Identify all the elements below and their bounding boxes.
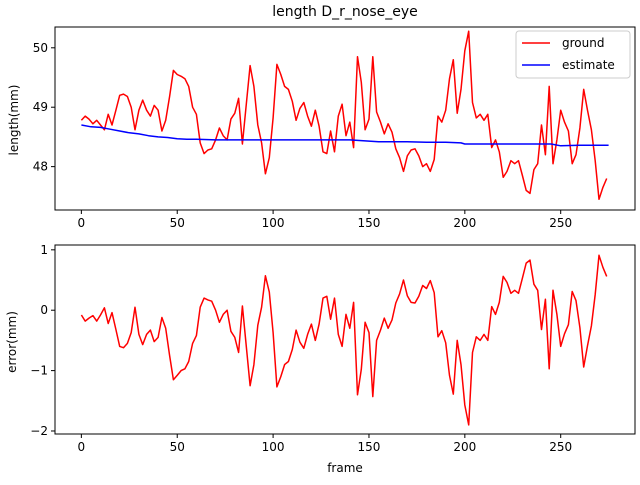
bottom-chart-ylabel: error(mm) — [5, 311, 19, 373]
bottom-ytick-label: −2 — [30, 424, 48, 438]
bottom-ytick-label: −1 — [30, 364, 48, 378]
top-xtick-label: 200 — [453, 216, 476, 230]
top-ytick-label: 48 — [33, 160, 48, 174]
top-xtick-label: 150 — [358, 216, 381, 230]
bottom-series-error-line — [80, 254, 608, 426]
top-xtick-label: 50 — [170, 216, 185, 230]
top-xtick-label: 250 — [549, 216, 572, 230]
legend-ground-label: ground — [562, 36, 604, 50]
top-chart-legend: ground estimate — [515, 30, 631, 79]
top-chart-frame — [54, 26, 636, 211]
bottom-chart-xlabel: frame — [327, 461, 363, 475]
legend-estimate-label: estimate — [562, 58, 615, 72]
bottom-xtick-label: 50 — [170, 440, 185, 454]
bottom-chart: error(mm) frame 0 50 100 150 200 250 −2 −1 0 1 — [5, 243, 636, 475]
top-chart-ylabel: length(mm) — [7, 85, 21, 156]
top-ytick-label: 49 — [33, 100, 48, 114]
bottom-xtick-label: 0 — [78, 440, 86, 454]
bottom-xtick-label: 100 — [262, 440, 285, 454]
bottom-chart-frame — [54, 244, 636, 435]
bottom-xtick-label: 200 — [453, 440, 476, 454]
bottom-ytick-label: 1 — [40, 243, 48, 257]
top-ytick-label: 50 — [33, 41, 48, 55]
bottom-ytick-label: 0 — [40, 303, 48, 317]
bottom-xtick-label: 250 — [549, 440, 572, 454]
top-chart-title: length D_r_nose_eye — [272, 4, 417, 20]
top-series-ground-line — [80, 30, 608, 201]
top-xtick-label: 100 — [262, 216, 285, 230]
top-series-estimate-line — [81, 124, 609, 147]
top-xtick-label: 0 — [78, 216, 86, 230]
top-chart: length D_r_nose_eye length(mm) 0 50 100 150… — [7, 4, 636, 230]
bottom-xtick-label: 150 — [358, 440, 381, 454]
